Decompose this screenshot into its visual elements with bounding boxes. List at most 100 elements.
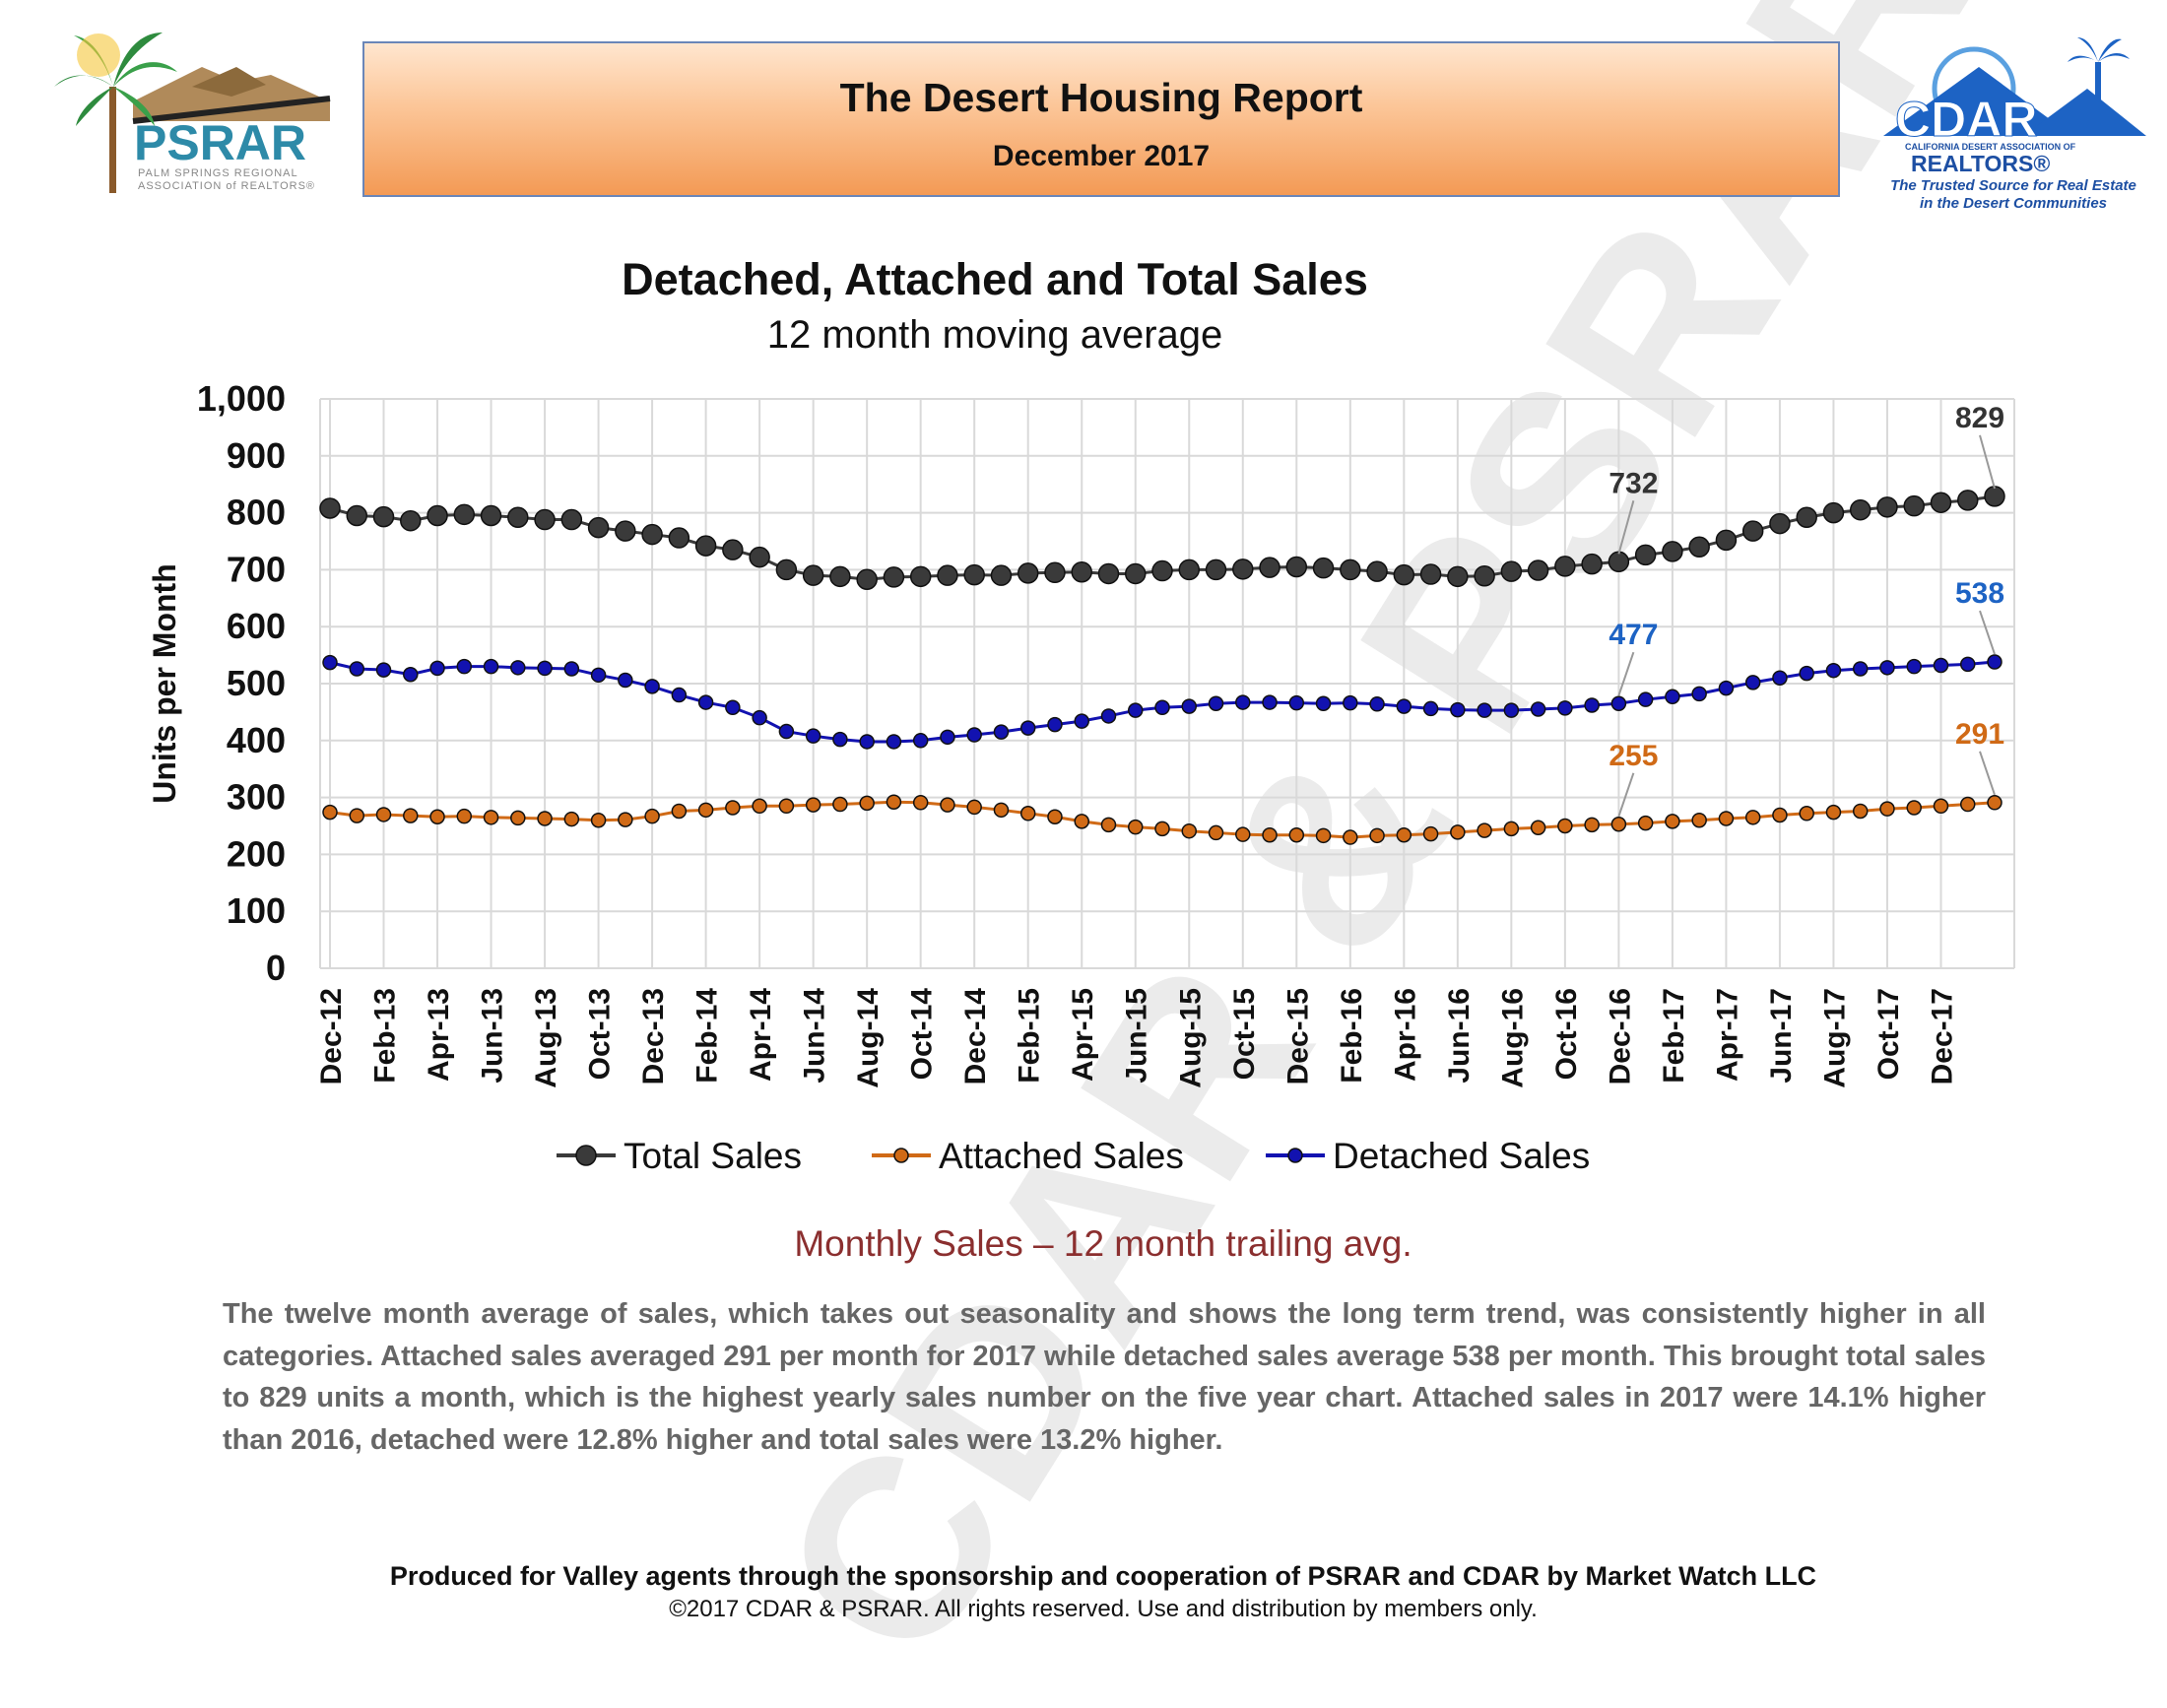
legend-item-total-sales: Total Sales	[557, 1136, 802, 1176]
data-point	[1154, 699, 1170, 716]
data-point	[697, 694, 714, 710]
data-point	[1608, 551, 1630, 573]
legend-item-attached-sales: Attached Sales	[872, 1136, 1184, 1176]
data-point	[1450, 824, 1466, 840]
psrar-logo	[54, 28, 340, 195]
data-point	[1154, 821, 1170, 837]
data-label: 732	[1609, 467, 1658, 499]
x-tick-label: Jun-17	[1765, 988, 1798, 1084]
data-point	[534, 508, 556, 531]
data-point	[1369, 827, 1385, 844]
data-point	[1503, 821, 1520, 837]
data-point	[1340, 558, 1361, 581]
legend-item-detached-sales: Detached Sales	[1266, 1136, 1590, 1176]
data-point	[1044, 561, 1066, 584]
data-label: 255	[1609, 740, 1658, 772]
legend-label: Detached Sales	[1333, 1136, 1590, 1176]
series-attached-sales	[322, 794, 2003, 845]
data-point	[802, 564, 824, 586]
data-point	[483, 658, 499, 675]
data-point	[1665, 689, 1680, 705]
x-tick-label: Jun-15	[1121, 988, 1153, 1084]
data-point	[940, 729, 955, 746]
legend-label: Total Sales	[624, 1136, 802, 1176]
data-point	[1772, 807, 1788, 823]
data-point	[1315, 695, 1332, 711]
data-point	[1396, 826, 1412, 843]
x-tick-label: Dec-16	[1604, 988, 1636, 1084]
data-point	[1610, 817, 1627, 832]
data-point	[1235, 694, 1251, 710]
data-point	[1530, 820, 1546, 835]
data-point	[429, 809, 445, 825]
cdar-tagline-line1: The Trusted Source for Real Estate	[1890, 177, 2136, 194]
data-point	[1343, 694, 1358, 711]
data-point	[644, 679, 660, 694]
data-point	[1477, 822, 1492, 838]
data-point	[403, 808, 419, 823]
data-point	[510, 810, 526, 826]
data-point	[697, 802, 714, 819]
cdar-house-icon: CDAR CALIFORNIA DESERT ASSOCIATION OF RE…	[1883, 37, 2146, 175]
data-point	[1422, 700, 1439, 717]
data-point	[1956, 490, 1979, 511]
data-point	[671, 687, 688, 703]
data-point	[1933, 657, 1949, 674]
data-point	[1447, 565, 1469, 588]
data-point	[963, 563, 985, 586]
data-point	[1477, 702, 1492, 718]
x-tick-label: Dec-14	[959, 988, 992, 1085]
data-point	[1662, 541, 1683, 562]
data-point	[1419, 563, 1442, 585]
data-point	[429, 660, 445, 677]
data-point	[510, 660, 526, 676]
legend-marker	[1287, 1148, 1303, 1163]
x-tick-label: Feb-13	[369, 988, 402, 1084]
data-point	[1181, 822, 1198, 839]
data-point	[1178, 558, 1201, 581]
data-point	[1127, 702, 1144, 718]
data-point	[1450, 701, 1466, 718]
report-header: The Desert Housing Report December 2017	[362, 41, 1840, 197]
y-tick-label: 500	[227, 663, 286, 703]
data-point	[668, 527, 690, 549]
data-point	[1151, 559, 1173, 582]
x-tick-label: Feb-15	[1014, 988, 1046, 1084]
cdar-logo: CDAR CALIFORNIA DESERT ASSOCIATION OF RE…	[1875, 28, 2151, 175]
x-tick-label: Oct-17	[1872, 988, 1905, 1080]
y-tick-label: 700	[227, 549, 286, 589]
data-point	[694, 535, 717, 557]
data-point	[1557, 818, 1573, 834]
data-point	[1259, 557, 1280, 578]
data-point	[1930, 492, 1952, 513]
data-point	[1097, 562, 1120, 585]
data-point	[1530, 701, 1546, 717]
legend-marker	[893, 1148, 909, 1163]
data-point	[346, 504, 368, 527]
data-point	[1074, 814, 1089, 829]
data-point	[912, 733, 929, 749]
x-tick-label: Jun-14	[799, 988, 831, 1084]
data-point	[1879, 801, 1895, 817]
data-point	[1903, 494, 1925, 517]
sales-line-chart: 0 100 200 300 400 500 600 700 800 900 1,000 Dec-12 F…	[147, 378, 2015, 1176]
data-point	[590, 667, 607, 684]
data-point	[507, 506, 529, 528]
data-point	[1074, 713, 1089, 729]
x-tick-label: Aug-17	[1818, 988, 1851, 1088]
data-point	[1796, 506, 1817, 528]
data-point	[937, 564, 958, 586]
x-tick-label: Aug-13	[530, 988, 562, 1088]
data-point	[1852, 661, 1869, 677]
data-point	[1741, 520, 1764, 542]
data-point	[1262, 694, 1278, 710]
data-point	[427, 504, 448, 527]
data-point	[1584, 817, 1600, 833]
data-point	[1825, 804, 1842, 821]
data-point	[483, 810, 499, 825]
data-point	[725, 699, 741, 716]
data-point	[1205, 558, 1227, 581]
data-point	[1799, 806, 1814, 821]
data-point	[1019, 720, 1036, 736]
data-point	[1769, 512, 1791, 535]
